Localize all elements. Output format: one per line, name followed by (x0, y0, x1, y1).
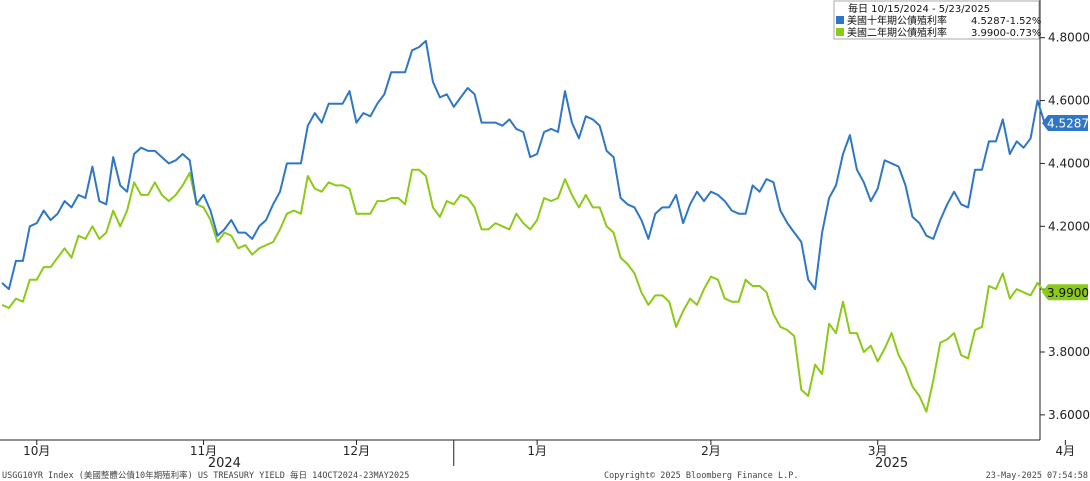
legend-box (833, 0, 1040, 40)
last-value-badges: 4.5287 3.9900 (1042, 114, 1089, 301)
legend-value-2y: 3.9900 (971, 28, 1006, 39)
x-tick-label: 2月 (701, 444, 721, 458)
legend-change-2y: -0.73% (1006, 28, 1041, 39)
y-tick-label: 4.2000 (1048, 219, 1090, 233)
footer-copyright: Copyright© 2025 Bloomberg Finance L.P. (604, 471, 798, 481)
footer-timestamp: 23-May-2025 07:54:58 (986, 471, 1088, 481)
y-tick-label: 4.4000 (1048, 156, 1090, 170)
x-tick-label: 12月 (343, 444, 370, 458)
footer-source: USGG10YR Index (美國整體公債10年期殖利率) US TREASU… (2, 470, 409, 481)
x-tick-label: 3月 (868, 444, 888, 458)
legend-swatch-10y (836, 16, 844, 24)
legend: 毎日 10/15/2024 - 5/23/2025 美國十年期公債殖利率 4.5… (833, 0, 1041, 40)
x-tick-label: 11月 (190, 444, 217, 458)
x-year-label: 2025 (875, 456, 908, 471)
series-line-10y (1, 39, 1046, 291)
y-tick-label: 4.8000 (1048, 31, 1090, 45)
legend-swatch-2y (836, 28, 844, 36)
y-tick-label: 3.8000 (1048, 345, 1090, 359)
y-tick-label: 3.6000 (1048, 408, 1090, 422)
last-value-badge-10y (1042, 114, 1088, 131)
legend-change-10y: -1.52% (1006, 16, 1041, 27)
x-tick-label: 4月 (1056, 444, 1076, 458)
axes: 3.6000 3.8000 4.2000 4.4000 4.6000 4.8000 10月 1… (0, 0, 1090, 471)
x-tick-label: 1月 (527, 444, 547, 458)
legend-name-10y: 美國十年期公債殖利率 (847, 14, 947, 27)
last-value-label-2y: 3.9900 (1047, 286, 1089, 300)
x-year-label: 2024 (208, 456, 241, 471)
series-layer (1, 39, 1046, 413)
footer: USGG10YR Index (美國整體公債10年期殖利率) US TREASU… (2, 470, 1088, 481)
last-value-badge-2y (1042, 284, 1088, 301)
legend-value-10y: 4.5287 (971, 16, 1006, 27)
y-tick-label: 4.6000 (1048, 94, 1090, 108)
x-tick-label: 10月 (23, 444, 50, 458)
last-value-label-10y: 4.5287 (1047, 116, 1089, 130)
legend-title: 毎日 10/15/2024 - 5/23/2025 (848, 2, 990, 15)
series-line-2y (1, 168, 1046, 413)
legend-name-2y: 美國二年期公債殖利率 (847, 26, 947, 39)
